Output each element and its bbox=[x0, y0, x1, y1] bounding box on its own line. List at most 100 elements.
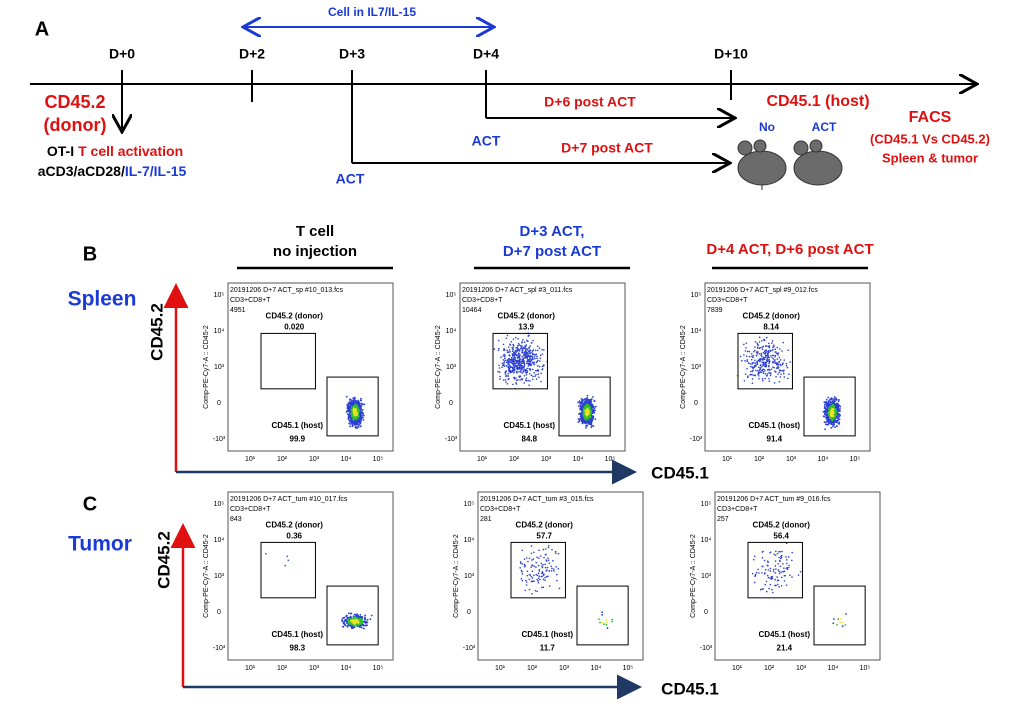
event-dot bbox=[769, 551, 772, 554]
event-dot bbox=[759, 346, 762, 349]
donor-gate bbox=[510, 541, 566, 599]
event-dot bbox=[823, 404, 826, 406]
event-dot bbox=[542, 349, 545, 351]
event-dot bbox=[835, 410, 837, 413]
event-dot bbox=[758, 371, 761, 374]
event-dot bbox=[512, 343, 514, 346]
label: 10⁴ bbox=[691, 328, 702, 335]
event-dot bbox=[359, 412, 362, 415]
event-dot bbox=[521, 359, 523, 362]
event-dot bbox=[505, 370, 507, 372]
event-dot bbox=[762, 379, 764, 382]
event-dot bbox=[503, 365, 506, 367]
label: 10³ bbox=[446, 364, 457, 371]
event-dot bbox=[521, 573, 524, 575]
event-dot bbox=[839, 621, 841, 624]
event-dot bbox=[774, 348, 777, 351]
event-dot bbox=[528, 356, 531, 359]
event-dot bbox=[823, 405, 826, 408]
event-dot bbox=[830, 419, 833, 422]
event-dot bbox=[765, 356, 767, 359]
label: CD3+CD8+T bbox=[230, 506, 271, 513]
event-dot bbox=[506, 349, 509, 352]
label: no injection bbox=[273, 243, 357, 260]
event-dot bbox=[529, 345, 532, 347]
label: A bbox=[35, 18, 49, 40]
event-dot bbox=[750, 358, 753, 361]
event-dot bbox=[822, 410, 825, 413]
event-dot bbox=[771, 340, 774, 342]
label: 10⁵ bbox=[701, 501, 712, 508]
host-gate bbox=[803, 376, 856, 437]
event-dot bbox=[756, 369, 759, 372]
event-dot bbox=[359, 621, 362, 624]
event-dot bbox=[782, 563, 784, 565]
event-dot bbox=[764, 345, 767, 348]
event-dot bbox=[515, 364, 517, 367]
event-dot bbox=[766, 369, 769, 371]
event-dot bbox=[517, 362, 520, 365]
event-dot bbox=[342, 622, 345, 625]
event-dot bbox=[759, 357, 762, 360]
event-dot bbox=[524, 353, 527, 356]
event-dot bbox=[530, 359, 532, 362]
event-dot bbox=[547, 546, 550, 549]
event-dot bbox=[526, 570, 529, 573]
event-dot bbox=[527, 340, 529, 343]
label: -10³ bbox=[700, 645, 713, 652]
event-dot bbox=[370, 614, 373, 617]
event-dot bbox=[361, 416, 363, 419]
event-dot bbox=[777, 579, 780, 582]
event-dot bbox=[350, 612, 353, 615]
event-dot bbox=[757, 374, 760, 377]
event-dot bbox=[351, 425, 354, 428]
event-dot bbox=[524, 370, 527, 373]
event-dot bbox=[517, 349, 520, 351]
event-dot bbox=[548, 585, 551, 587]
event-dot bbox=[579, 412, 581, 415]
event-dot bbox=[348, 403, 350, 405]
label: 91.4 bbox=[767, 434, 783, 443]
label: 10⁵ bbox=[373, 456, 384, 463]
event-dot bbox=[833, 416, 836, 419]
event-dot bbox=[513, 366, 516, 368]
event-dot bbox=[776, 358, 779, 360]
event-dot bbox=[754, 341, 757, 343]
label: 257 bbox=[717, 516, 729, 523]
event-dot bbox=[536, 355, 538, 358]
event-dot bbox=[586, 399, 589, 402]
label: CD45.1 (host) bbox=[272, 421, 324, 430]
label: 10⁴ bbox=[214, 537, 225, 544]
label: T cell activation bbox=[78, 143, 183, 159]
event-dot bbox=[512, 369, 514, 371]
event-dot bbox=[351, 619, 353, 622]
event-dot bbox=[767, 360, 769, 362]
event-dot bbox=[830, 421, 833, 423]
label: 10⁵ bbox=[605, 456, 616, 463]
event-dot bbox=[580, 420, 583, 423]
event-dot bbox=[584, 426, 587, 429]
event-dot bbox=[589, 413, 592, 416]
event-dot bbox=[502, 359, 505, 361]
event-dot bbox=[512, 354, 514, 356]
event-dot bbox=[831, 415, 834, 418]
label: 10⁴ bbox=[341, 456, 352, 463]
event-dot bbox=[361, 408, 364, 411]
event-dot bbox=[768, 380, 771, 383]
event-dot bbox=[599, 621, 601, 624]
event-dot bbox=[583, 399, 585, 401]
event-dot bbox=[752, 356, 754, 359]
event-dot bbox=[769, 583, 772, 586]
event-dot bbox=[557, 568, 560, 570]
event-dot bbox=[538, 568, 541, 571]
event-dot bbox=[769, 374, 772, 377]
event-dot bbox=[525, 581, 528, 583]
event-dot bbox=[776, 346, 778, 349]
event-dot bbox=[509, 343, 511, 345]
event-dot bbox=[837, 618, 840, 621]
event-dot bbox=[827, 421, 830, 424]
label: 20191206 D+7 ACT_spl #9_012.fcs bbox=[707, 287, 818, 294]
event-dot bbox=[534, 369, 537, 372]
event-dot bbox=[839, 618, 842, 620]
event-dot bbox=[525, 377, 528, 379]
